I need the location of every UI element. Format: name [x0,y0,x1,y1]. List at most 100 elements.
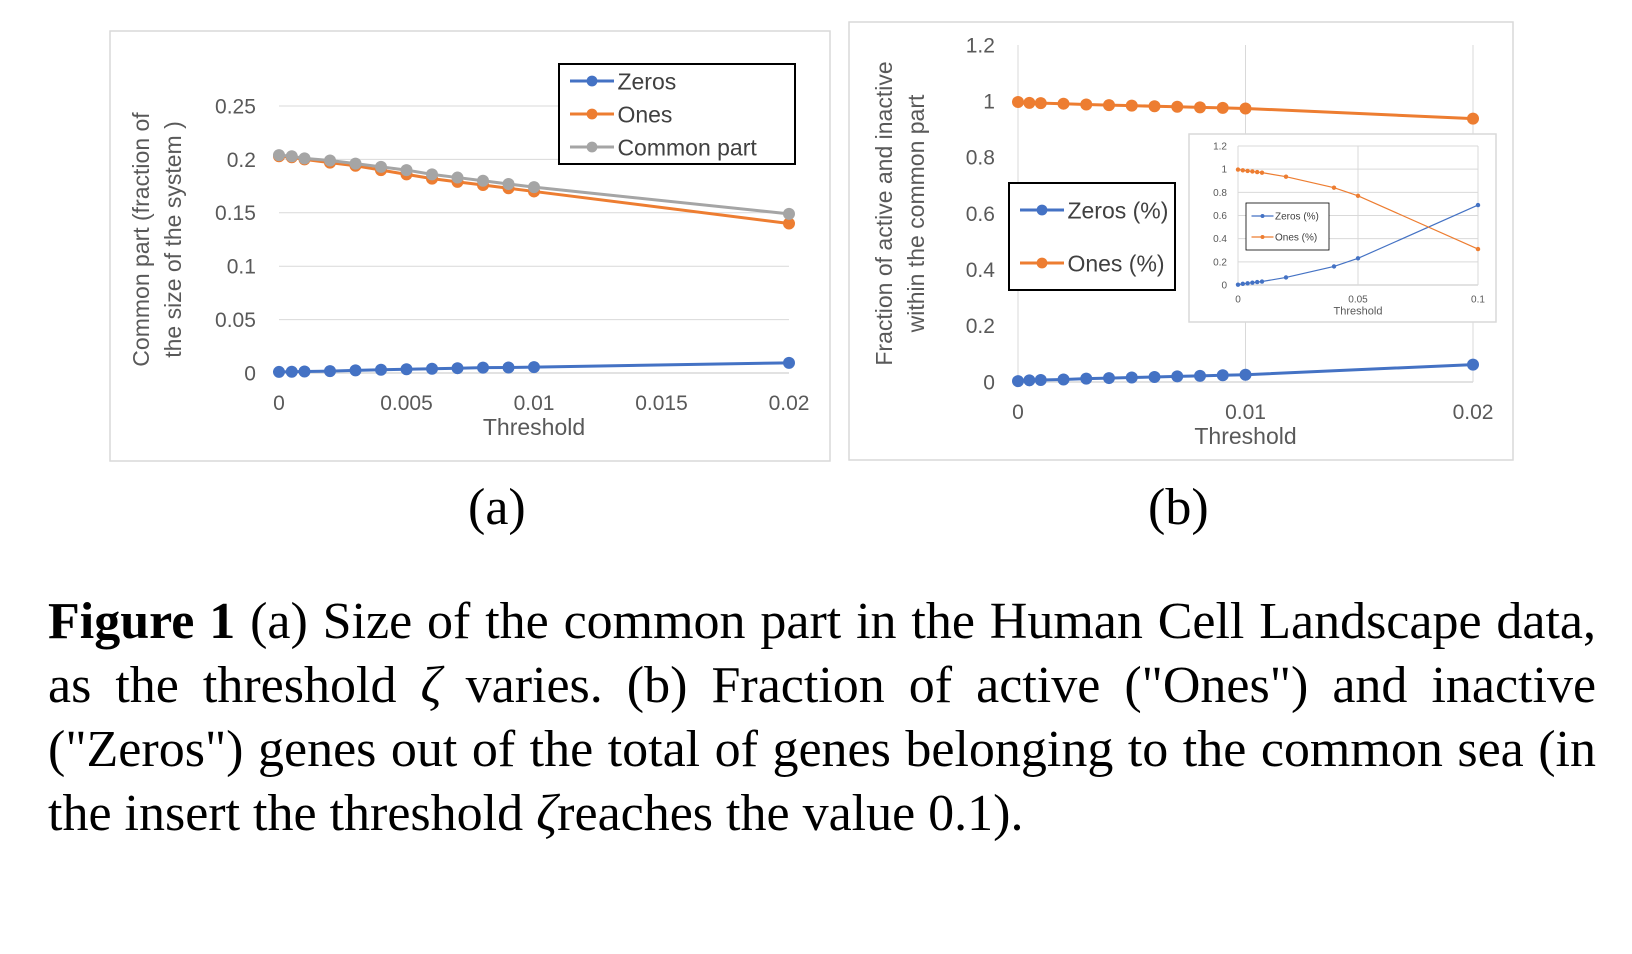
chart-b-inset-point-zeros-5 [1259,279,1265,284]
chart-a-ytick-label-5: 0.25 [215,95,256,118]
chart-a-legend-marker-common [586,141,598,153]
chart-b-inset-point-ones-6 [1283,174,1289,179]
chart-b-inset-legend-marker-zeros [1260,214,1265,218]
chart-b-inset-series-line-ones [1237,168,1479,250]
chart-a-ytick-label-4: 0.2 [227,149,256,172]
chart-b-inset-xtick-label-1: 0.05 [1348,295,1368,306]
chart-b-point-zeros-11 [1239,368,1252,381]
chart-b-ytick-label-5: 1 [983,91,995,114]
caption-text-2: varies. (b) Fraction of active ("Ones") … [48,657,1597,842]
chart-a-point-common-12 [783,207,795,220]
chart-a-point-common-2 [298,152,311,165]
chart-b-legend-marker-ones [1036,257,1048,269]
chart-b-inset-ytick-label-5: 1 [1221,165,1227,176]
chart-a-xtick-label-3: 0.015 [635,392,688,415]
chart-b-point-ones-8 [1171,100,1184,113]
chart-b-xtick-label-0: 0 [1012,401,1024,424]
chart-b-x-axis-title: Threshold [1194,423,1296,449]
chart-b-point-zeros-7 [1148,370,1161,383]
chart-b-point-ones-9 [1194,101,1206,114]
chart-a-point-zeros-2 [298,365,311,378]
chart-a-legend-marker-ones [586,108,598,120]
chart-a-xtick-label-0: 0 [273,392,285,415]
chart-b-ytick-label-0: 0 [983,371,995,394]
chart-a-xtick-label-2: 0.01 [514,392,555,415]
chart-b-point-zeros-5 [1103,372,1115,385]
chart-b-inset-ytick-label-0: 0 [1221,281,1227,292]
chart-a-point-common-3 [324,154,336,167]
chart-a-chart: 0 0.05 0.1 0.15 0.2 0.25 0 0.005 0.01 0.015 0.02 Th… [109,30,831,462]
chart-b-inset-point-ones-3 [1250,169,1255,174]
chart-b-inset-ytick-label-2: 0.4 [1213,234,1227,245]
chart-b-point-ones-4 [1080,98,1093,111]
chart-a-y-axis-title-0: Common part (fraction of [128,112,154,367]
chart-b-inset-point-zeros-3 [1250,280,1255,285]
chart-b-inset-point-ones-4 [1255,169,1260,175]
chart-b-inset-point-ones-5 [1259,170,1265,175]
chart-a-point-zeros-12 [783,356,795,369]
chart-b-inset-xtick-label-0: 0 [1235,295,1241,306]
chart-a-point-common-8 [451,171,464,184]
chart-b-point-zeros-8 [1171,370,1184,383]
chart-b-inset-chart: 0 0.2 0.4 0.6 0.8 1 1.2 0 0.05 0.1 Threshold Zeros … [1188,133,1497,323]
chart-a-point-common-4 [349,157,362,170]
chart-a-point-zeros-8 [451,362,464,375]
chart-a-ytick-label-0: 0 [244,362,256,385]
caption-text-3: reaches the value 0.1). [557,785,1024,842]
chart-b-inset-point-zeros-2 [1245,281,1250,286]
chart-a-legend-marker-zeros [586,75,598,87]
chart-b-inset-ytick-label-6: 1.2 [1213,142,1227,153]
chart-b-point-zeros-3 [1057,373,1070,386]
chart-b-y-axis-title-1: within the common part [903,94,929,333]
chart-a-point-zeros-6 [400,363,413,376]
chart-b-ytick-label-1: 0.2 [966,315,995,338]
chart-b-inset-point-ones-1 [1240,168,1246,173]
chart-b-legend-label-zeros: Zeros (%) [1067,197,1168,223]
chart-b-point-zeros-6 [1125,371,1138,384]
chart-b-inset-point-ones-9 [1475,246,1481,252]
chart-b-inset-ytick-label-3: 0.6 [1213,211,1227,222]
caption-zeta-symbol-2: ζ [536,785,558,842]
chart-b-xtick-label-1: 0.01 [1225,401,1266,424]
chart-a-point-zeros-1 [285,365,298,378]
figure-caption: Figure 1 (a) Size of the common part in … [48,590,1596,846]
chart-b-point-zeros-0 [1012,375,1024,388]
chart-a-point-zeros-3 [324,365,336,378]
chart-b-point-zeros-1 [1023,374,1036,387]
chart-b-ytick-label-4: 0.8 [966,147,995,170]
chart-b-inset-chart-frame [1188,133,1497,323]
chart-a-point-zeros-10 [502,361,515,374]
caption-text-1: (a) Size of the common part in the Human… [48,593,1597,714]
chart-b-legend-marker-zeros [1036,204,1048,216]
chart-b-point-ones-6 [1125,99,1138,112]
panel-b-label: (b) [1148,479,1209,536]
chart-b-legend-box [1008,182,1176,291]
chart-b-y-axis-title-0: Fraction of active and inactive [871,61,897,365]
chart-b-point-zeros-10 [1216,369,1229,382]
chart-a-point-zeros-9 [477,361,489,374]
chart-b-inset-legend-marker-ones [1260,235,1265,239]
chart-a-point-zeros-0 [273,365,285,378]
chart-b-inset-point-zeros-4 [1255,279,1260,285]
chart-a-legend-label-ones: Ones [617,101,672,127]
chart-a-point-zeros-4 [349,364,362,377]
chart-b-inset-point-ones-2 [1245,168,1250,174]
chart-b-point-zeros-12 [1467,358,1479,371]
chart-a-point-common-0 [273,149,285,162]
chart-a-point-ones-12 [783,217,795,230]
chart-b-point-ones-0 [1012,96,1024,109]
chart-b-point-ones-1 [1023,96,1036,109]
chart-b-point-ones-12 [1467,112,1479,125]
chart-b-ytick-label-6: 1.2 [966,34,995,57]
chart-b-ytick-label-2: 0.4 [966,259,996,282]
chart-a-point-common-1 [285,150,298,163]
chart-b-inset-point-zeros-0 [1235,282,1241,287]
chart-a-point-common-10 [502,177,515,190]
chart-b-ytick-label-3: 0.6 [966,203,995,226]
chart-b-inset-xtick-label-2: 0.1 [1471,295,1485,306]
chart-a-point-common-6 [400,164,413,177]
chart-b-point-zeros-9 [1194,369,1206,382]
chart-a-xtick-label-1: 0.005 [380,392,433,415]
chart-a-ytick-label-3: 0.15 [215,202,256,225]
chart-a-point-common-11 [528,181,540,194]
